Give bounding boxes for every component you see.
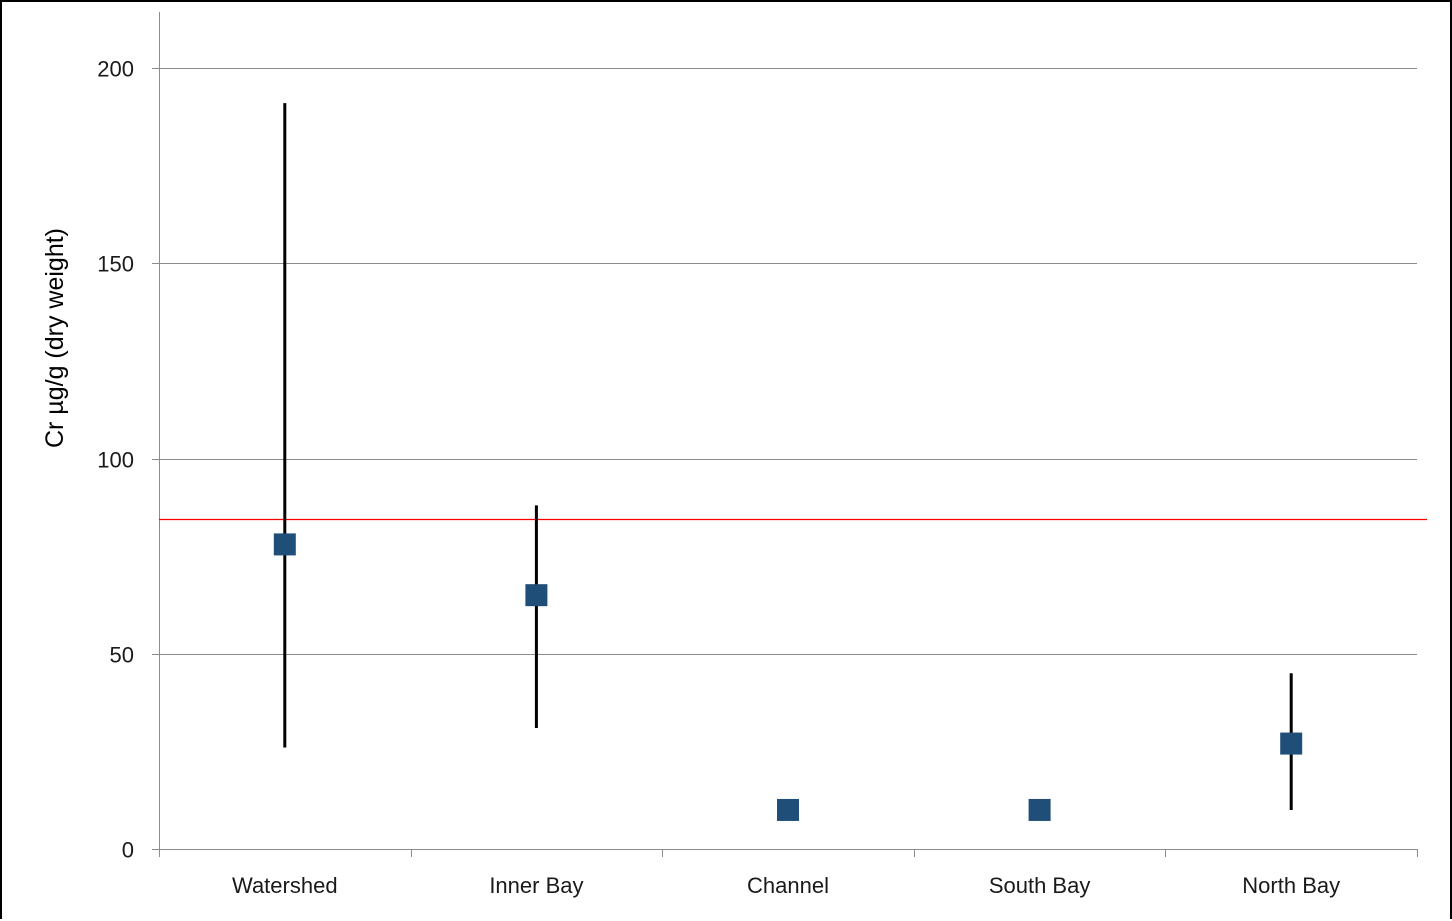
data-point (525, 584, 548, 607)
x-tick-label: Inner Bay (489, 873, 583, 898)
data-point (777, 798, 799, 821)
data-point (1028, 798, 1051, 821)
data-point (1280, 732, 1303, 755)
y-tick-label: 100 (97, 448, 134, 473)
x-tick-label: South Bay (989, 873, 1091, 898)
y-tick-label: 0 (122, 838, 134, 863)
x-tick-label: North Bay (1242, 873, 1340, 898)
data-markers (273, 533, 1303, 821)
axes (152, 12, 1418, 857)
labels: 0 50 100 150 200 Watershed Inner Bay Channel Sou… (97, 57, 1340, 899)
y-axis-title: Cr µg/g (dry weight) (41, 228, 69, 448)
x-tick-label: Channel (747, 873, 829, 898)
x-tick-label: Watershed (232, 873, 338, 898)
y-tick-label: 50 (110, 643, 134, 668)
y-tick-label: 200 (97, 57, 134, 82)
gridlines (159, 68, 1417, 655)
y-tick-label: 150 (97, 252, 134, 277)
data-point (273, 533, 296, 556)
error-bars (283, 103, 1293, 810)
